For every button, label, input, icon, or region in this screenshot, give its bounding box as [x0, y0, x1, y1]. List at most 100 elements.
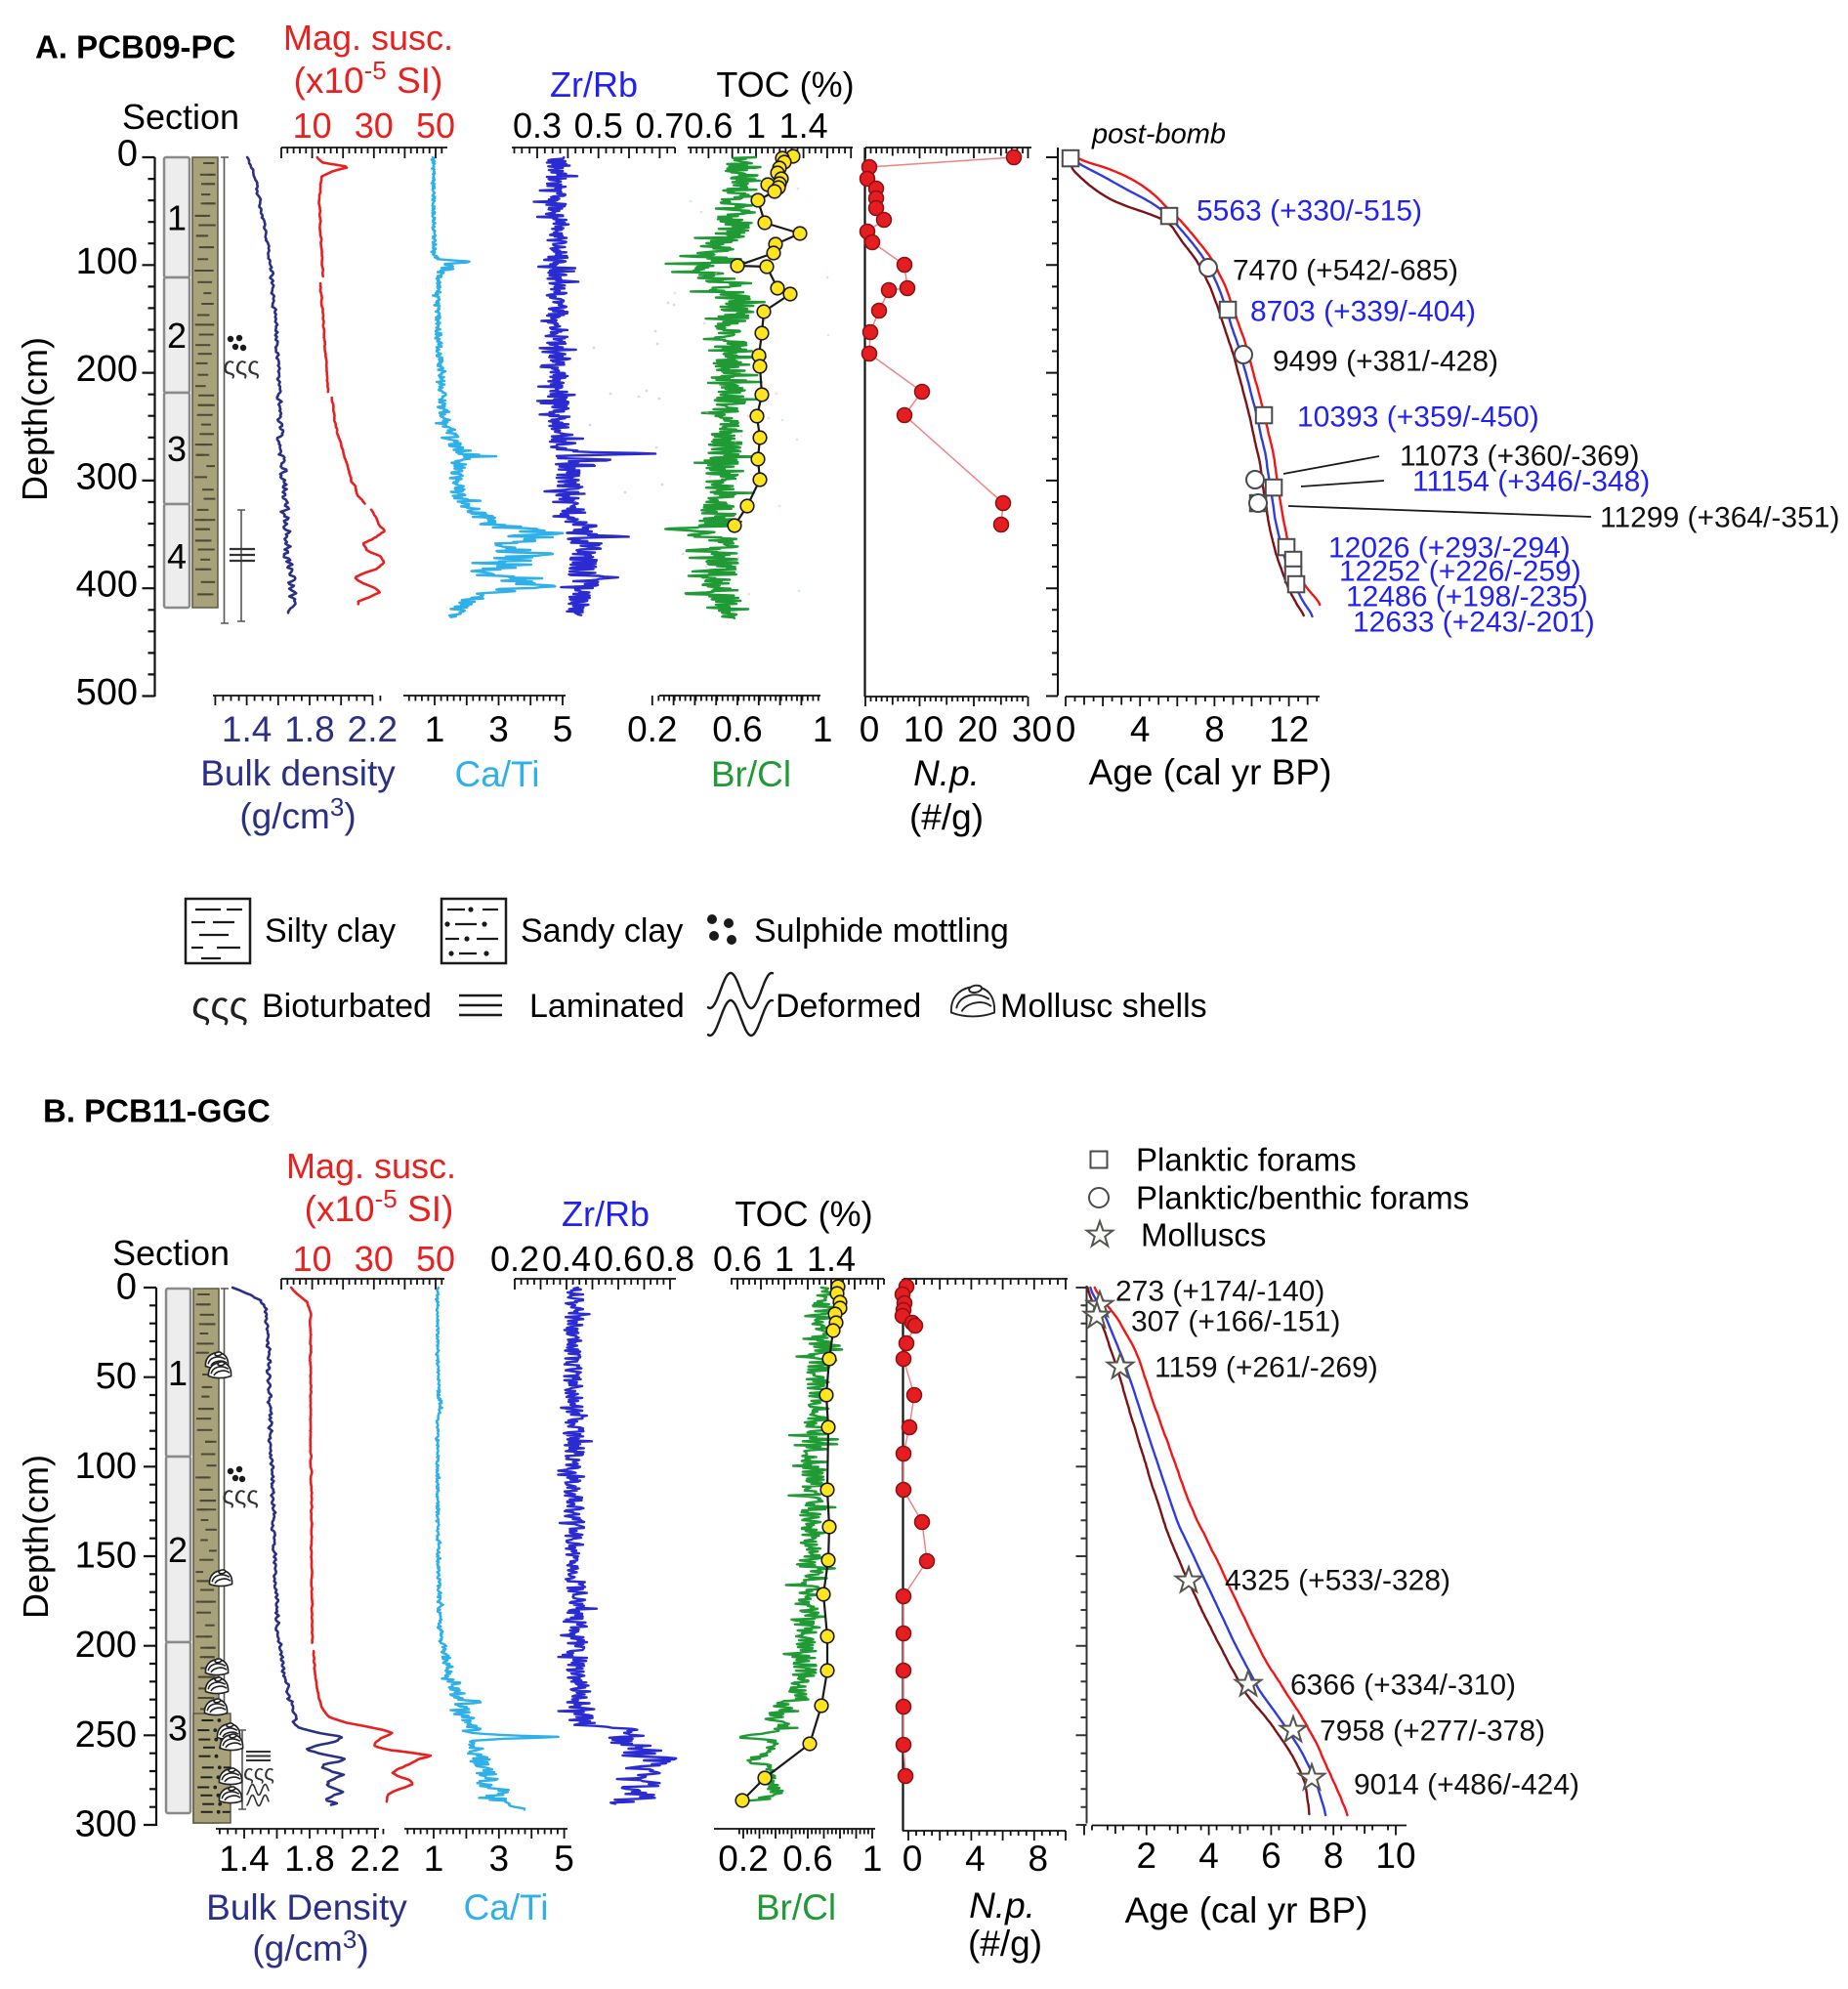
svg-text:2: 2: [168, 1530, 188, 1570]
svg-text:Mag. susc.: Mag. susc.: [286, 1146, 456, 1186]
svg-text:0.4: 0.4: [542, 1239, 591, 1279]
svg-text:1.4: 1.4: [222, 709, 272, 749]
svg-text:1.8: 1.8: [284, 709, 334, 749]
svg-text:Section: Section: [122, 97, 239, 137]
svg-text:50: 50: [96, 1356, 137, 1397]
svg-text:Silty clay: Silty clay: [265, 912, 396, 950]
svg-text:5563 (+330/-515): 5563 (+330/-515): [1197, 195, 1422, 228]
svg-text:10: 10: [1375, 1836, 1415, 1876]
svg-text:1: 1: [746, 106, 766, 146]
svg-text:10: 10: [903, 709, 944, 749]
svg-text:Molluscs: Molluscs: [1141, 1217, 1266, 1253]
svg-text:0.2: 0.2: [718, 1839, 768, 1879]
svg-text:(x10-5 SI): (x10-5 SI): [294, 56, 443, 101]
svg-text:5: 5: [553, 709, 573, 749]
svg-text:4: 4: [1130, 709, 1151, 749]
svg-text:0: 0: [116, 1267, 137, 1308]
svg-text:300: 300: [76, 456, 138, 497]
svg-text:1159 (+261/-269): 1159 (+261/-269): [1155, 1352, 1378, 1384]
svg-text:0.8: 0.8: [646, 1239, 694, 1279]
svg-text:12252 (+226/-259): 12252 (+226/-259): [1339, 556, 1581, 588]
svg-text:8: 8: [1204, 709, 1225, 749]
svg-text:3: 3: [489, 1839, 510, 1879]
svg-text:5: 5: [554, 1839, 574, 1879]
svg-text:Ca/Ti: Ca/Ti: [463, 1887, 548, 1927]
svg-text:Zr/Rb: Zr/Rb: [550, 64, 638, 105]
svg-text:A. PCB09-PC: A. PCB09-PC: [35, 29, 235, 65]
svg-text:Section: Section: [112, 1233, 230, 1273]
svg-text:0: 0: [860, 709, 880, 749]
svg-text:1.8: 1.8: [284, 1839, 334, 1879]
svg-text:ςςς: ςςς: [222, 1480, 259, 1509]
svg-text:8703 (+339/-404): 8703 (+339/-404): [1250, 296, 1476, 328]
svg-text:Mag. susc.: Mag. susc.: [283, 18, 453, 58]
svg-text:0.6: 0.6: [684, 106, 733, 146]
svg-text:(#/g): (#/g): [909, 797, 984, 837]
svg-text:300: 300: [75, 1804, 137, 1845]
svg-text:500: 500: [76, 672, 138, 713]
svg-text:0.3: 0.3: [513, 106, 562, 146]
svg-text:11154 (+346/-348): 11154 (+346/-348): [1412, 466, 1650, 498]
svg-text:100: 100: [76, 241, 138, 282]
svg-text:N.p.: N.p.: [913, 753, 980, 793]
svg-text:200: 200: [76, 349, 138, 390]
svg-text:1.4: 1.4: [219, 1839, 269, 1879]
svg-text:10393 (+359/-450): 10393 (+359/-450): [1297, 402, 1539, 434]
svg-text:0.6: 0.6: [713, 1239, 762, 1279]
svg-text:3: 3: [167, 429, 187, 469]
svg-text:50: 50: [416, 106, 455, 146]
svg-text:30: 30: [1012, 709, 1052, 749]
svg-text:9014 (+486/-424): 9014 (+486/-424): [1354, 1769, 1579, 1801]
svg-text:1: 1: [168, 1353, 188, 1393]
svg-text:Planktic forams: Planktic forams: [1136, 1142, 1357, 1178]
svg-text:9499 (+381/-428): 9499 (+381/-428): [1273, 346, 1498, 378]
svg-text:7958 (+277/-378): 7958 (+277/-378): [1320, 1715, 1545, 1748]
svg-text:8: 8: [1029, 1839, 1049, 1879]
svg-text:Age (cal yr BP): Age (cal yr BP): [1089, 752, 1332, 792]
svg-text:2.2: 2.2: [348, 709, 398, 749]
svg-text:Br/Cl: Br/Cl: [711, 754, 791, 794]
svg-text:0.7: 0.7: [635, 106, 684, 146]
svg-text:1: 1: [775, 1239, 794, 1279]
svg-text:Laminated: Laminated: [529, 988, 685, 1025]
svg-text:0.5: 0.5: [574, 106, 623, 146]
svg-text:Depth(cm): Depth(cm): [15, 337, 55, 501]
svg-text:0: 0: [117, 134, 138, 175]
svg-text:10: 10: [293, 106, 332, 146]
svg-text:400: 400: [76, 565, 138, 606]
svg-text:0.2: 0.2: [627, 709, 677, 749]
svg-text:12: 12: [1269, 709, 1309, 749]
svg-text:0.2: 0.2: [490, 1239, 539, 1279]
svg-text:6366 (+334/-310): 6366 (+334/-310): [1290, 1670, 1516, 1702]
svg-text:TOC (%): TOC (%): [716, 64, 854, 105]
svg-text:1.4: 1.4: [779, 106, 828, 146]
svg-text:30: 30: [355, 1239, 394, 1279]
svg-text:Deformed: Deformed: [776, 988, 921, 1025]
svg-text:1: 1: [813, 709, 833, 749]
svg-text:150: 150: [75, 1536, 137, 1577]
svg-text:11299 (+364/-351): 11299 (+364/-351): [1600, 502, 1839, 534]
svg-text:1: 1: [424, 1839, 444, 1879]
svg-text:Bulk density: Bulk density: [200, 753, 396, 793]
svg-text:8: 8: [1323, 1836, 1344, 1876]
svg-text:Zr/Rb: Zr/Rb: [562, 1194, 650, 1234]
svg-text:Bioturbated: Bioturbated: [262, 988, 432, 1025]
svg-text:0.6: 0.6: [782, 1839, 832, 1879]
svg-text:Sandy clay: Sandy clay: [521, 912, 683, 950]
svg-text:12633 (+243/-201): 12633 (+243/-201): [1353, 607, 1595, 639]
svg-text:ςςς: ςςς: [243, 1760, 274, 1785]
svg-text:0.6: 0.6: [712, 709, 762, 749]
svg-text:Depth(cm): Depth(cm): [16, 1455, 56, 1619]
svg-text:Mollusc shells: Mollusc shells: [1000, 988, 1207, 1025]
svg-text:Ca/Ti: Ca/Ti: [454, 754, 539, 794]
svg-text:12486 (+198/-235): 12486 (+198/-235): [1346, 581, 1588, 614]
svg-text:7470 (+542/-685): 7470 (+542/-685): [1233, 255, 1458, 287]
svg-text:6: 6: [1261, 1836, 1281, 1876]
svg-text:Bulk Density: Bulk Density: [206, 1887, 407, 1927]
svg-text:3: 3: [488, 709, 509, 749]
svg-text:post-bomb: post-bomb: [1091, 118, 1226, 149]
svg-text:(#/g): (#/g): [968, 1924, 1042, 1964]
svg-text:250: 250: [75, 1714, 137, 1756]
svg-text:2: 2: [1137, 1836, 1157, 1876]
svg-text:Age (cal yr BP): Age (cal yr BP): [1125, 1890, 1368, 1930]
